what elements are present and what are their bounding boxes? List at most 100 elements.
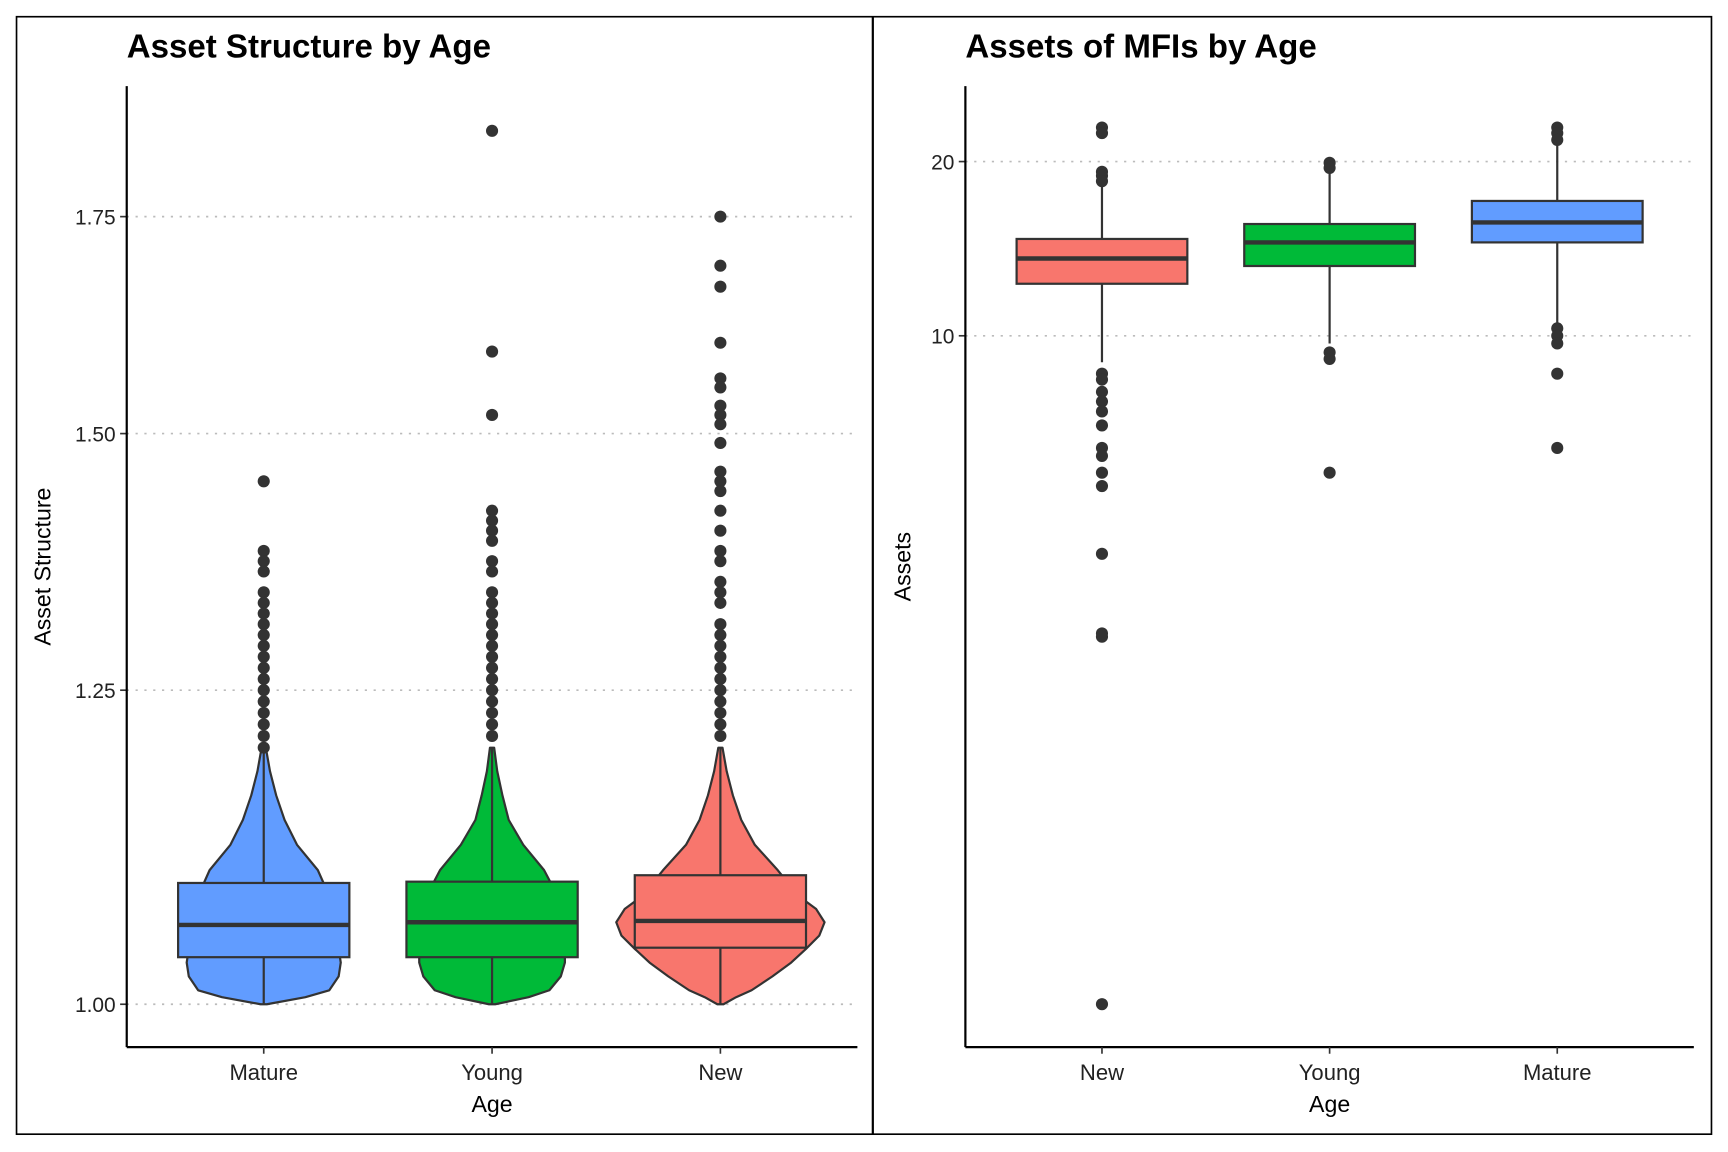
outlier bbox=[714, 524, 727, 537]
y-tick-label: 20 bbox=[931, 151, 954, 174]
outlier bbox=[714, 706, 727, 719]
outlier bbox=[714, 504, 727, 517]
x-axis-title: Age bbox=[1309, 1091, 1350, 1117]
outlier bbox=[486, 345, 499, 358]
y-tick-label: 1.75 bbox=[75, 206, 116, 229]
outlier bbox=[257, 628, 270, 642]
y-axis-title: Asset Structure bbox=[30, 488, 56, 646]
outlier bbox=[257, 565, 270, 578]
y-tick-label: 1.00 bbox=[75, 994, 116, 1017]
outlier bbox=[1551, 337, 1564, 350]
outlier bbox=[486, 565, 499, 578]
outlier bbox=[1551, 367, 1564, 380]
outlier bbox=[257, 650, 270, 663]
y-tick-label: 10 bbox=[931, 325, 954, 348]
outlier bbox=[257, 729, 270, 743]
x-tick-label: New bbox=[1080, 1060, 1124, 1085]
outlier bbox=[714, 484, 727, 498]
outlier bbox=[257, 475, 270, 488]
outlier bbox=[257, 684, 270, 697]
outlier bbox=[1095, 419, 1109, 432]
x-tick-label: Mature bbox=[229, 1060, 298, 1085]
outlier bbox=[486, 718, 499, 731]
outlier bbox=[1551, 441, 1564, 455]
outlier bbox=[714, 259, 727, 272]
y-tick-label: 1.50 bbox=[75, 423, 116, 446]
outlier bbox=[714, 436, 727, 450]
x-tick-label: Mature bbox=[1523, 1060, 1592, 1085]
outlier bbox=[257, 544, 270, 558]
outlier bbox=[257, 555, 270, 568]
outlier bbox=[486, 672, 499, 686]
outlier bbox=[486, 555, 499, 568]
outlier bbox=[714, 639, 727, 652]
outlier bbox=[714, 596, 727, 609]
outlier bbox=[1323, 466, 1336, 479]
outlier bbox=[714, 336, 727, 349]
outlier bbox=[486, 684, 499, 697]
outlier bbox=[714, 618, 727, 631]
outlier bbox=[714, 372, 727, 385]
outlier bbox=[1551, 133, 1564, 146]
outlier bbox=[714, 555, 727, 568]
outlier bbox=[714, 661, 727, 674]
y-tick-label: 1.25 bbox=[75, 680, 116, 703]
outlier bbox=[486, 524, 499, 537]
outlier bbox=[714, 210, 727, 223]
box bbox=[633, 874, 808, 949]
outlier bbox=[714, 729, 727, 743]
box bbox=[405, 880, 579, 959]
outlier bbox=[486, 695, 499, 708]
outlier bbox=[714, 695, 727, 708]
outlier bbox=[257, 607, 270, 620]
outlier bbox=[257, 695, 270, 708]
outlier bbox=[714, 586, 727, 599]
box bbox=[1243, 222, 1417, 268]
outlier bbox=[486, 408, 499, 422]
outlier bbox=[257, 639, 270, 652]
outlier bbox=[1095, 373, 1109, 386]
outlier bbox=[486, 514, 499, 527]
y-axis-title: Assets bbox=[889, 532, 915, 601]
outlier bbox=[1323, 161, 1336, 174]
outlier bbox=[714, 575, 727, 588]
outlier bbox=[1095, 479, 1109, 493]
outlier bbox=[714, 475, 727, 488]
outlier bbox=[1095, 175, 1109, 188]
outlier bbox=[486, 729, 499, 743]
x-tick-label: New bbox=[698, 1060, 742, 1085]
box bbox=[1015, 237, 1189, 285]
outlier bbox=[486, 628, 499, 642]
outlier bbox=[1095, 405, 1109, 418]
outlier bbox=[1095, 127, 1109, 140]
chart-title: Asset Structure by Age bbox=[127, 28, 491, 65]
outlier bbox=[257, 586, 270, 599]
outlier bbox=[714, 381, 727, 394]
outlier bbox=[1095, 630, 1109, 643]
outlier bbox=[1095, 547, 1109, 560]
outlier bbox=[1095, 998, 1109, 1011]
outlier bbox=[486, 124, 499, 137]
outlier bbox=[486, 607, 499, 620]
outlier bbox=[486, 618, 499, 631]
x-axis-title: Age bbox=[471, 1091, 512, 1117]
outlier bbox=[714, 465, 727, 478]
chart-title: Assets of MFIs by Age bbox=[965, 28, 1316, 65]
x-tick-label: Young bbox=[461, 1060, 523, 1085]
outlier bbox=[486, 534, 499, 547]
outlier bbox=[714, 672, 727, 686]
outlier bbox=[486, 639, 499, 652]
outlier bbox=[257, 672, 270, 686]
outlier bbox=[714, 399, 727, 412]
box bbox=[177, 881, 351, 959]
outlier bbox=[486, 706, 499, 719]
frame bbox=[15, 15, 1713, 1136]
outlier bbox=[486, 650, 499, 663]
outlier bbox=[714, 544, 727, 558]
outlier bbox=[1323, 352, 1336, 365]
outlier bbox=[1095, 466, 1109, 479]
outlier bbox=[714, 408, 727, 422]
outlier bbox=[257, 661, 270, 674]
outlier bbox=[486, 661, 499, 674]
